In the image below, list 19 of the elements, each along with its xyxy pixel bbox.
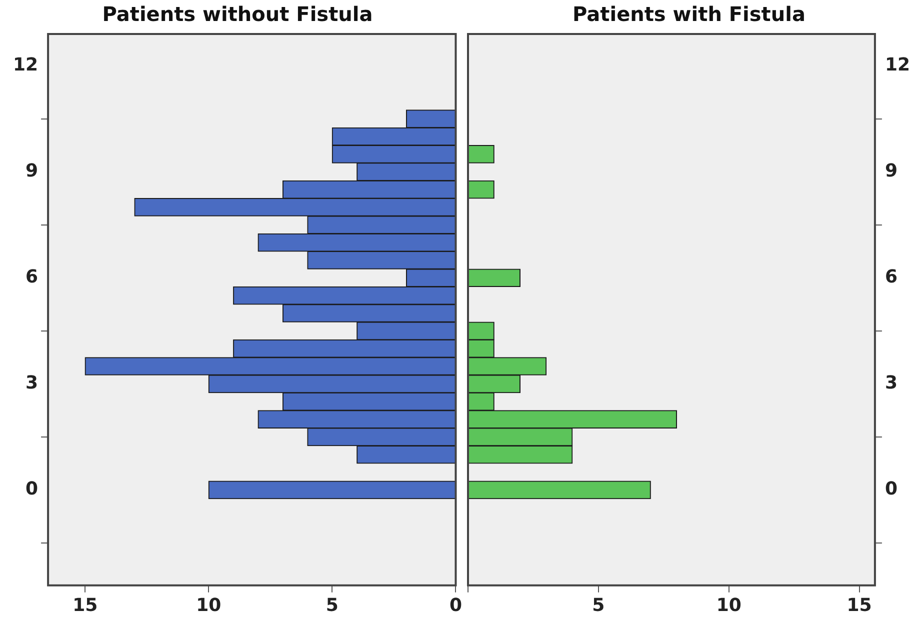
y-tick-label: 6 <box>884 266 898 288</box>
y-tick-label: 12 <box>12 54 38 76</box>
x-tick-label: 15 <box>72 594 98 616</box>
y-tick-label: 3 <box>884 372 898 394</box>
y-tick-label: 9 <box>26 160 38 182</box>
x-tick-label: 10 <box>716 594 742 616</box>
x-tick-label: 15 <box>846 594 872 616</box>
x-tick-label: 5 <box>326 594 338 616</box>
x-tick-label: 5 <box>592 594 605 616</box>
x-tick-label: 0 <box>449 594 462 616</box>
y-tick-label: 0 <box>26 478 38 500</box>
y-tick-label: 6 <box>26 266 38 288</box>
x-tick-label: 10 <box>196 594 222 616</box>
y-tick-label: 9 <box>884 160 898 182</box>
y-tick-label: 0 <box>884 478 898 500</box>
y-tick-label: 12 <box>884 54 910 76</box>
y-tick-label: 3 <box>26 372 38 394</box>
chart-title: Patients without Fistula <box>102 2 373 26</box>
chart-title: Patients with Fistula <box>572 2 806 26</box>
